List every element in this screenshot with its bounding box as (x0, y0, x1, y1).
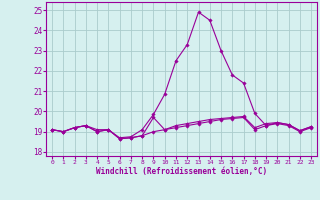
X-axis label: Windchill (Refroidissement éolien,°C): Windchill (Refroidissement éolien,°C) (96, 167, 267, 176)
